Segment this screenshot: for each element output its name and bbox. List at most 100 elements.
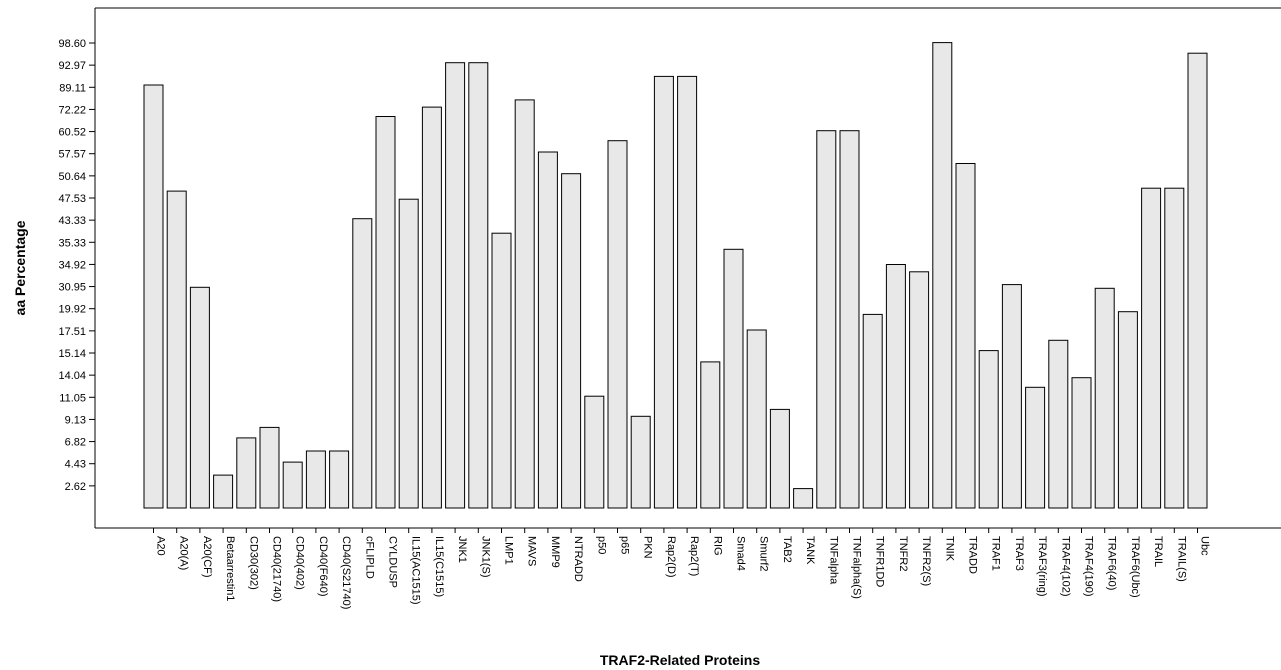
x-tick-label: Betaarrestin1 <box>224 536 236 601</box>
bar-tnik <box>932 42 953 509</box>
bar-tab2 <box>769 408 790 509</box>
x-tick-label: cFLIPLD <box>363 536 375 579</box>
x-tick-label: CD40(S21740) <box>340 536 352 609</box>
y-tick-label: 35.33 <box>58 237 86 249</box>
y-tick-label: 50.64 <box>58 171 86 183</box>
bar-trail <box>1141 187 1162 509</box>
bar-cflipld <box>352 218 373 509</box>
bar-pkn <box>630 415 651 509</box>
bar-tradd <box>955 163 976 509</box>
y-tick-label: 89.11 <box>59 82 86 94</box>
x-tick-label: CYLDUSP <box>387 536 399 588</box>
bar-ubc <box>1187 52 1208 509</box>
y-tick-label: 15.14 <box>58 348 86 360</box>
x-tick-label: A20(CF) <box>201 536 213 578</box>
bar-a20-cf- <box>189 286 210 509</box>
bar-il15-c1515- <box>421 106 442 509</box>
bar-a20 <box>143 84 164 509</box>
bar-a20-a- <box>166 190 187 509</box>
x-tick-label: IL15(AC1515) <box>410 536 422 605</box>
bar-mmp9 <box>537 151 558 509</box>
y-tick-label: 2.62 <box>65 481 86 493</box>
bar-traf6-ubc- <box>1117 311 1138 509</box>
bar-traf3-ring- <box>1025 386 1046 509</box>
x-tick-label: TRAF6(Ubc) <box>1129 536 1141 598</box>
bar-cd40-402- <box>282 461 303 509</box>
x-tick-label: TRAF3 <box>1013 536 1025 571</box>
bar-mavs <box>514 99 535 509</box>
x-tick-label: PKN <box>642 536 654 559</box>
x-tick-label: TRAF4(102) <box>1059 536 1071 597</box>
x-tick-label: Rap2(T) <box>688 536 700 576</box>
x-axis-title: TRAF2-Related Proteins <box>600 652 760 668</box>
x-tick-label: Smad4 <box>735 536 747 571</box>
bar-cyldusp <box>375 116 396 509</box>
y-tick-label: 11.05 <box>59 392 86 404</box>
x-tick-label: TNFR2 <box>897 536 909 571</box>
x-tick-label: TANK <box>804 536 816 565</box>
x-tick-label: TAB2 <box>781 536 793 563</box>
bar-il15-ac1515- <box>398 198 419 509</box>
x-tick-label: A20(A) <box>178 536 190 570</box>
bar-cd40-f640- <box>305 450 326 509</box>
x-tick-label: TRAIL(S) <box>1175 536 1187 582</box>
x-tick-label: RIG <box>711 536 723 556</box>
x-tick-label: TRAF1 <box>990 536 1002 571</box>
x-tick-label: Ubc <box>1199 536 1211 556</box>
bar-p65 <box>607 140 628 509</box>
bar-tnfr2 <box>885 264 906 509</box>
bar-smad4 <box>723 248 744 509</box>
y-axis-title: aa Percentage <box>12 220 28 315</box>
bar-jnk1 <box>445 62 466 509</box>
y-tick-label: 4.43 <box>65 459 86 471</box>
y-tick-label: 6.82 <box>65 437 86 449</box>
y-tick-label: 98.60 <box>58 38 86 50</box>
x-tick-label: JNK1(S) <box>479 536 491 578</box>
bar-jnk1-s- <box>468 62 489 509</box>
y-tick-label: 60.52 <box>58 127 86 139</box>
bar-smurf2 <box>746 329 767 509</box>
x-tick-label: CD30(302) <box>247 536 259 590</box>
x-tick-label: TNFR2(S) <box>920 536 932 586</box>
x-tick-label: TRAF3(ring) <box>1036 536 1048 597</box>
x-tick-label: MAVS <box>526 536 538 566</box>
bar-cd40-21740- <box>259 426 280 509</box>
bar-rap2-d- <box>653 75 674 509</box>
bar-lmp1 <box>491 232 512 509</box>
x-tick-label: JNK1 <box>456 536 468 563</box>
y-tick-label: 30.95 <box>58 282 86 294</box>
x-tick-label: NTRADD <box>572 536 584 582</box>
bar-cd40-s21740- <box>329 450 350 509</box>
x-tick-label: p50 <box>595 536 607 554</box>
y-tick-label: 34.92 <box>58 259 86 271</box>
bar-tank <box>793 488 814 509</box>
x-tick-label: CD40(F640) <box>317 536 329 597</box>
bar-ntradd <box>561 173 582 509</box>
x-tick-label: TNFalpha(S) <box>851 536 863 599</box>
bar-traf4-190- <box>1071 377 1092 509</box>
y-tick-label: 19.92 <box>58 304 86 316</box>
bar-p50 <box>584 395 605 509</box>
bar-traf3 <box>1001 284 1022 509</box>
bar-tnfalpha-s- <box>839 130 860 509</box>
x-tick-label: p65 <box>619 536 631 554</box>
x-tick-label: Rap2(D) <box>665 536 677 578</box>
x-tick-label: CD40(21740) <box>271 536 283 602</box>
bar-cd30-302- <box>236 437 257 509</box>
y-tick-label: 47.53 <box>58 193 86 205</box>
x-tick-label: TRAIL <box>1152 536 1164 567</box>
x-tick-label: CD40(402) <box>294 536 306 590</box>
y-tick-label: 72.22 <box>58 104 86 116</box>
y-tick-label: 43.33 <box>58 215 86 227</box>
x-tick-label: LMP1 <box>503 536 515 565</box>
x-tick-label: TNIK <box>943 536 955 562</box>
y-ticks: 2.62 4.43 6.82 9.13 11.05 14.04 15.14 17.51 19.9… <box>58 38 95 493</box>
bar-traf1 <box>978 350 999 509</box>
x-tick-label: TRAF4(190) <box>1083 536 1095 597</box>
bar-traf4-102- <box>1048 339 1069 509</box>
bars <box>143 42 1208 509</box>
y-tick-label: 9.13 <box>65 414 86 426</box>
y-tick-label: 14.04 <box>58 370 86 382</box>
y-tick-label: 57.57 <box>58 149 86 161</box>
